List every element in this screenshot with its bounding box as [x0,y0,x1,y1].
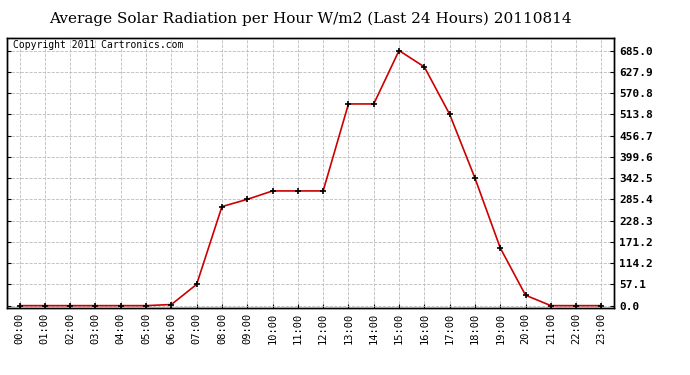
Text: Copyright 2011 Cartronics.com: Copyright 2011 Cartronics.com [13,40,184,50]
Text: Average Solar Radiation per Hour W/m2 (Last 24 Hours) 20110814: Average Solar Radiation per Hour W/m2 (L… [49,11,572,26]
